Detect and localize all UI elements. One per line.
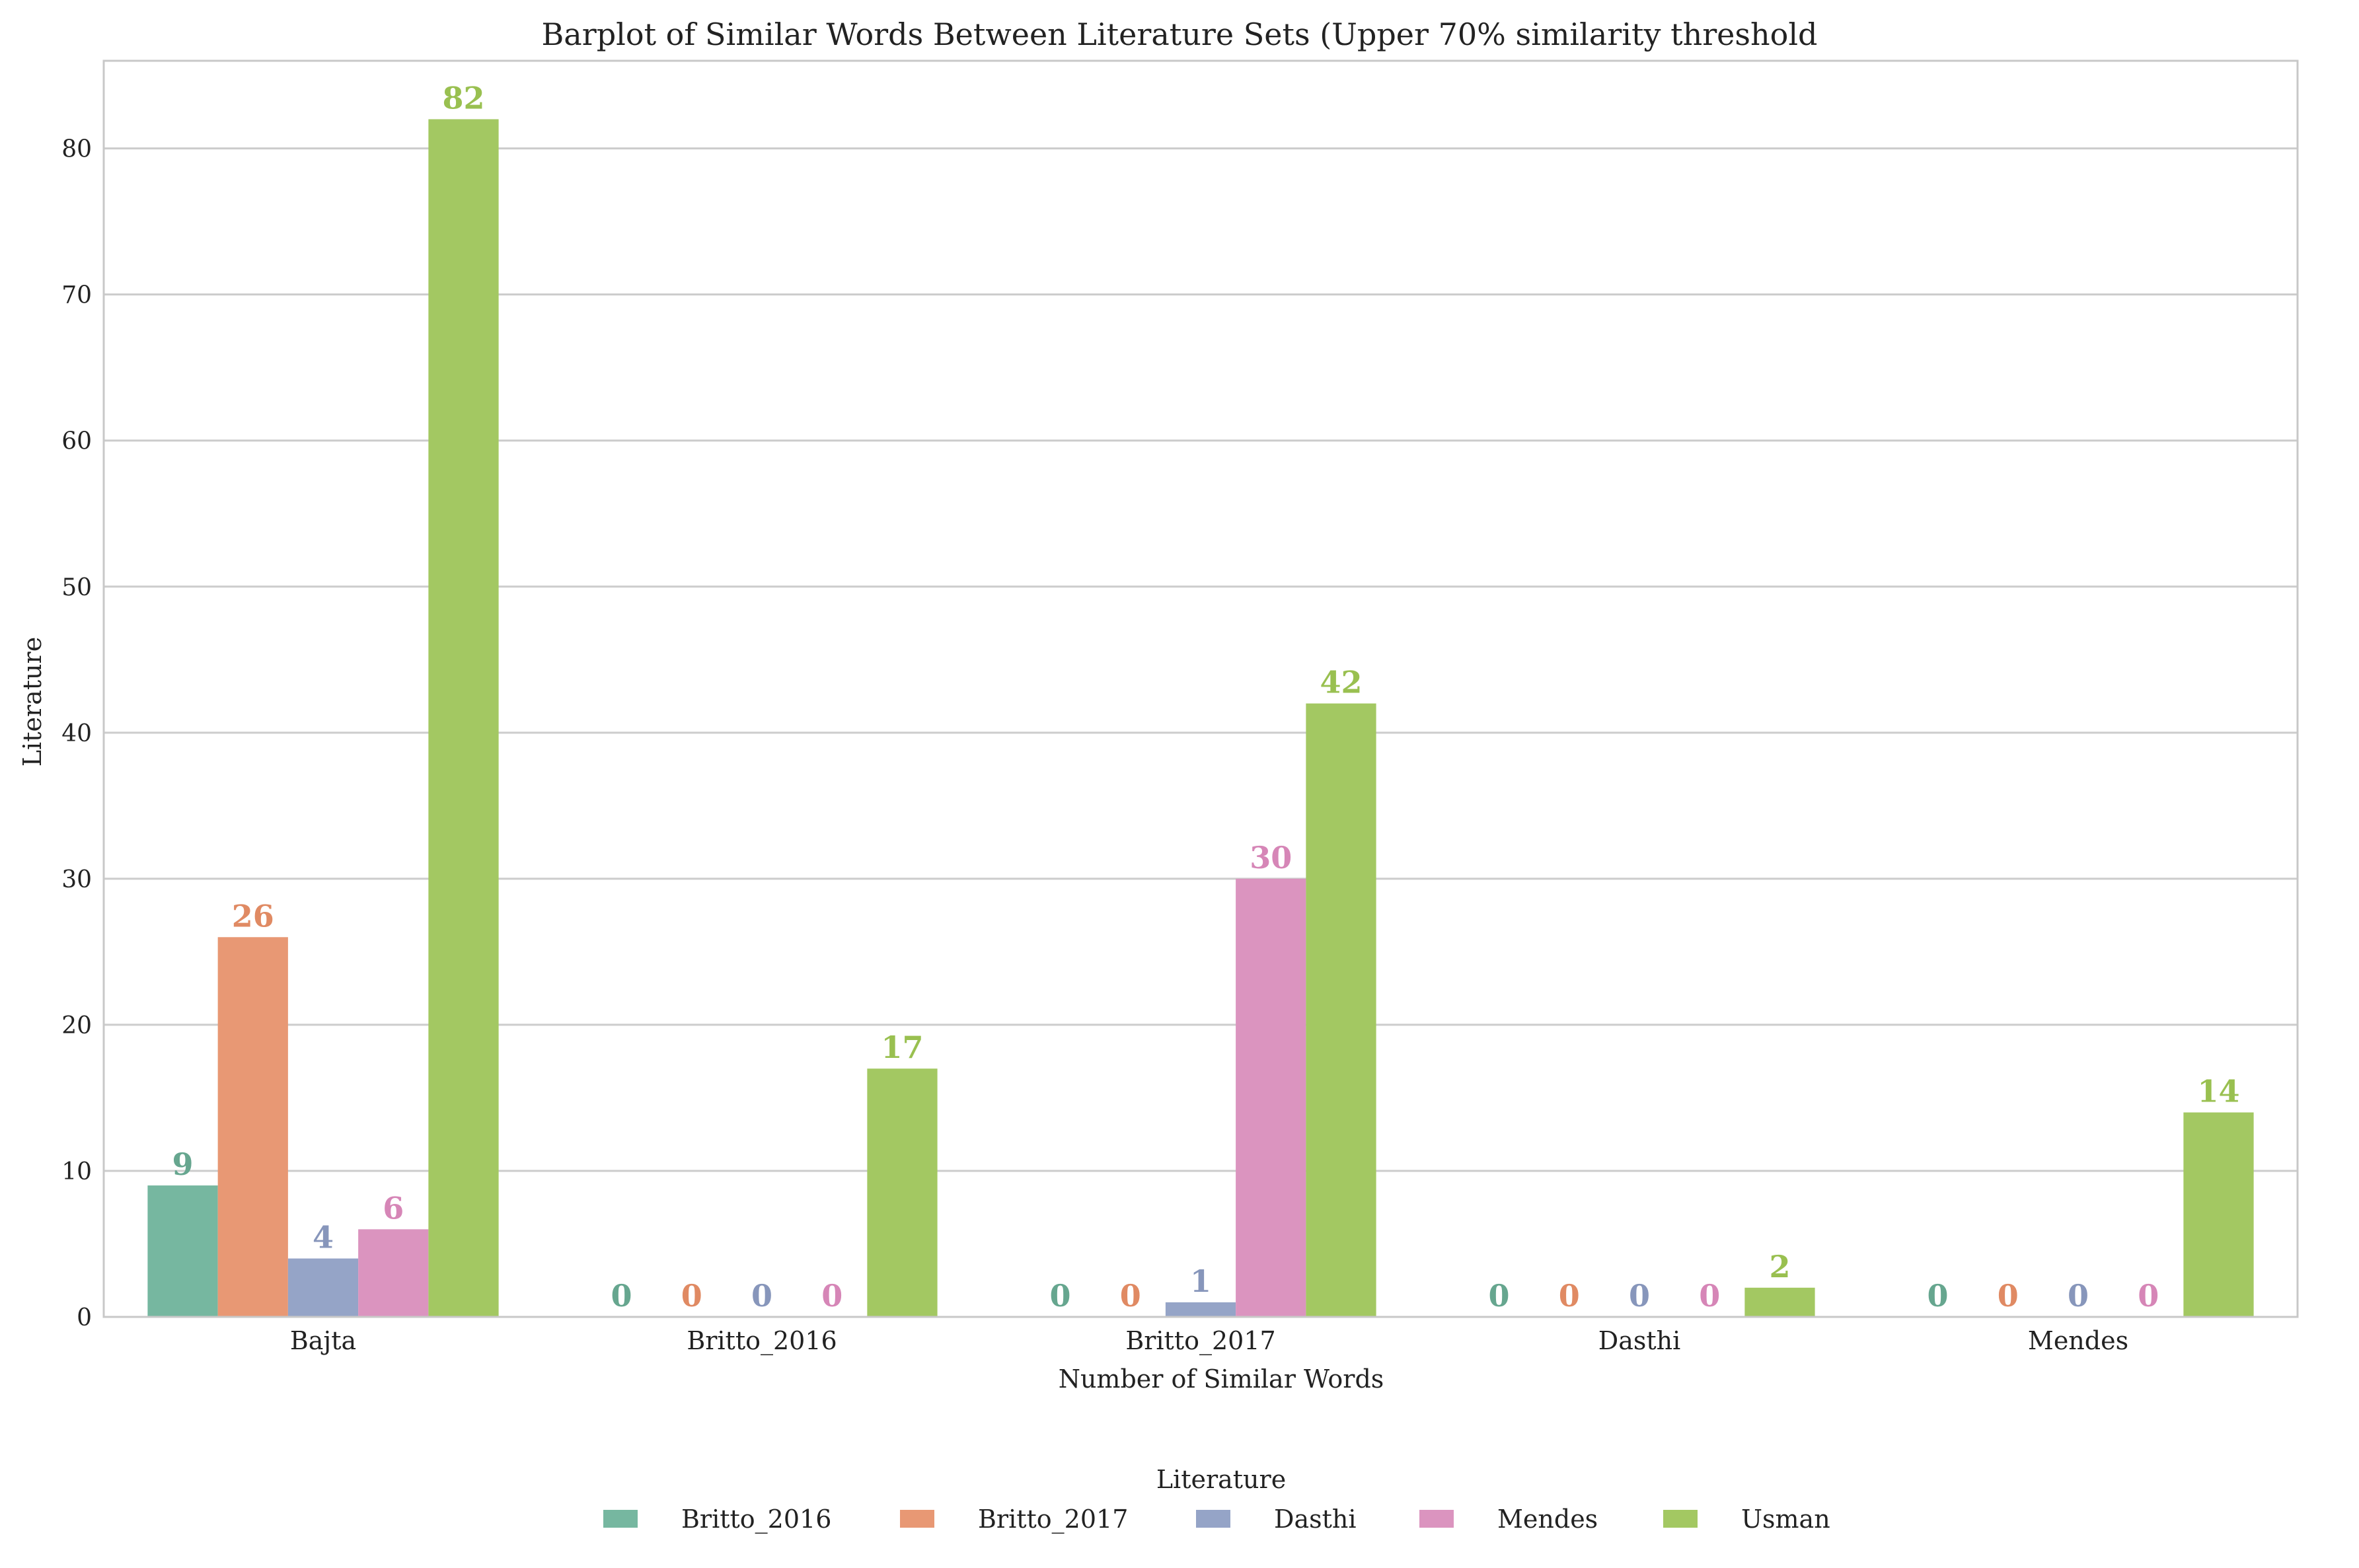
- legend-title: Literature: [1156, 1465, 1286, 1494]
- y-tick-labels: 0 10 20 30 40 50 60 70 80: [61, 136, 92, 1331]
- data-label: 0: [751, 1278, 772, 1314]
- x-tick-label: Dasthi: [1598, 1326, 1681, 1355]
- data-label: 1: [1190, 1263, 1211, 1299]
- legend-swatch: [900, 1510, 934, 1528]
- legend-label: Britto_2016: [681, 1505, 831, 1534]
- data-label: 0: [1629, 1278, 1650, 1314]
- bar: [1306, 703, 1376, 1317]
- y-tick-label: 60: [61, 428, 92, 455]
- legend: Literature Britto_2016 Britto_2017 Dasthi M…: [603, 1465, 1830, 1534]
- y-tick-label: 10: [61, 1158, 92, 1185]
- data-label: 0: [1120, 1278, 1141, 1314]
- y-tick-label: 40: [61, 720, 92, 747]
- bar: [217, 937, 288, 1317]
- bar: [287, 1258, 359, 1317]
- data-label: 9: [172, 1146, 194, 1182]
- y-tick-label: 0: [77, 1304, 92, 1331]
- legend-label: Dasthi: [1274, 1505, 1357, 1534]
- x-tick-label: Britto_2017: [1125, 1326, 1275, 1356]
- data-label: 0: [1489, 1278, 1510, 1314]
- legend-swatch: [1196, 1510, 1230, 1528]
- data-label: 0: [1050, 1278, 1071, 1314]
- x-tick-label: Bajta: [290, 1326, 356, 1355]
- bar: [358, 1229, 429, 1317]
- x-tick-label: Mendes: [2028, 1326, 2128, 1355]
- data-label: 0: [2138, 1278, 2159, 1314]
- legend-swatch: [603, 1510, 638, 1528]
- data-label: 0: [1699, 1278, 1720, 1314]
- chart-title: Barplot of Similar Words Between Literat…: [542, 17, 1818, 52]
- data-label: 6: [383, 1190, 404, 1226]
- legend-items: Britto_2016 Britto_2017 Dasthi Mendes Usman: [603, 1505, 1830, 1534]
- y-axis-label: Literature: [18, 637, 47, 766]
- data-label: 30: [1250, 840, 1292, 876]
- legend-label: Britto_2017: [978, 1505, 1128, 1534]
- y-tick-label: 20: [61, 1012, 92, 1039]
- plot-frame: [102, 59, 2299, 1318]
- data-label: 17: [881, 1029, 923, 1065]
- data-label: 0: [1928, 1278, 1949, 1314]
- bar: [867, 1068, 938, 1317]
- data-label: 4: [313, 1220, 334, 1255]
- data-label: 26: [232, 898, 274, 934]
- data-label: 0: [1559, 1278, 1580, 1314]
- data-label: 42: [1320, 665, 1362, 700]
- y-tick-label: 30: [61, 866, 92, 893]
- legend-label: Usman: [1741, 1505, 1830, 1534]
- bar: [1744, 1287, 1815, 1317]
- legend-swatch: [1663, 1510, 1698, 1528]
- legend-swatch: [1419, 1510, 1454, 1528]
- bar: [428, 119, 499, 1318]
- data-label: 0: [681, 1278, 702, 1314]
- x-tick-label: Britto_2016: [687, 1326, 837, 1356]
- y-tick-label: 80: [61, 136, 92, 163]
- y-tick-label: 50: [61, 574, 92, 601]
- bar: [2183, 1112, 2254, 1317]
- bars: [147, 119, 2254, 1318]
- x-tick-labels: Bajta Britto_2016 Britto_2017 Dasthi Mendes: [290, 1326, 2128, 1356]
- x-axis-label: Number of Similar Words: [1059, 1364, 1384, 1394]
- data-label: 0: [611, 1278, 632, 1314]
- bar: [1165, 1302, 1236, 1317]
- data-label: 2: [1769, 1249, 1790, 1285]
- data-label: 0: [2068, 1278, 2089, 1314]
- data-label: 0: [821, 1278, 842, 1314]
- y-tick-label: 70: [61, 282, 92, 309]
- bar: [1236, 878, 1306, 1317]
- legend-label: Mendes: [1497, 1505, 1598, 1534]
- data-label: 82: [442, 80, 484, 116]
- data-label: 14: [2197, 1074, 2239, 1109]
- data-label: 0: [1998, 1278, 2019, 1314]
- bar: [147, 1185, 218, 1317]
